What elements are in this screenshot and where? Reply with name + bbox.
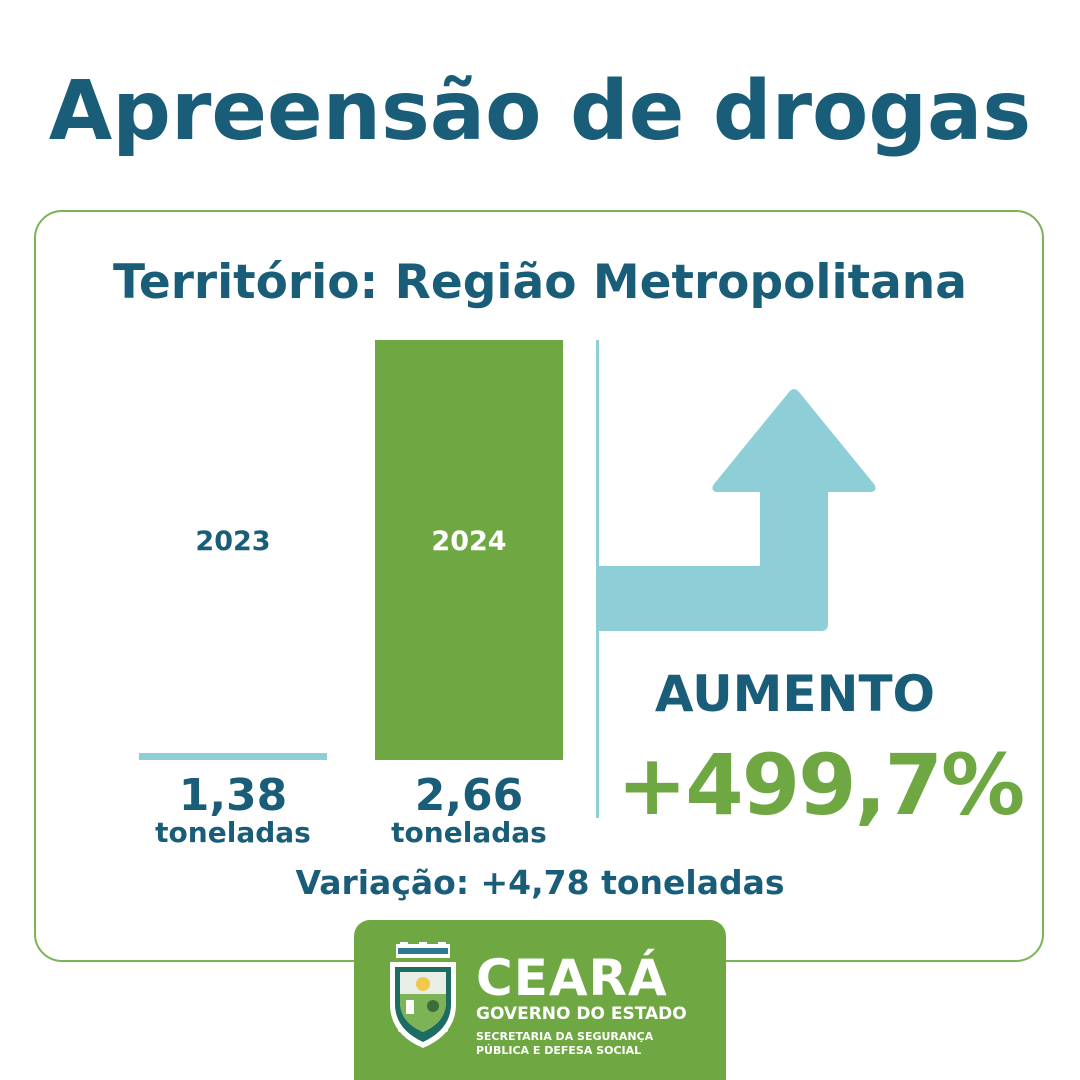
variation-text: Variação: +4,78 toneladas	[295, 863, 785, 902]
bar-unit-label: toneladas	[155, 816, 311, 849]
increase-arrow-icon	[599, 389, 876, 631]
territory-heading: Território: Região Metropolitana	[113, 255, 967, 310]
bar-year-label: 2023	[195, 526, 270, 557]
increase-label: AUMENTO	[654, 665, 936, 723]
state-crest-icon	[390, 942, 456, 1048]
bar-unit-label: toneladas	[391, 816, 547, 849]
bar-2023	[139, 753, 327, 760]
increase-value: +499,7%	[616, 736, 1025, 834]
divider-line	[596, 340, 599, 818]
bar-value-label: 1,38	[179, 770, 288, 821]
logo-subtitle: GOVERNO DO ESTADO	[476, 1004, 687, 1024]
logo-secretaria-line1: SECRETARIA DA SEGURANÇA	[476, 1030, 654, 1043]
government-logo: CEARÁ GOVERNO DO ESTADO SECRETARIA DA SE…	[354, 920, 726, 1080]
logo-secretaria-line2: PÚBLICA E DEFESA SOCIAL	[476, 1044, 642, 1057]
bar-2024	[375, 340, 563, 760]
page-title: Apreensão de drogas	[48, 64, 1032, 159]
bar-value-label: 2,66	[415, 770, 524, 821]
logo-name: CEARÁ	[476, 949, 668, 1007]
bar-year-label: 2024	[431, 526, 506, 557]
